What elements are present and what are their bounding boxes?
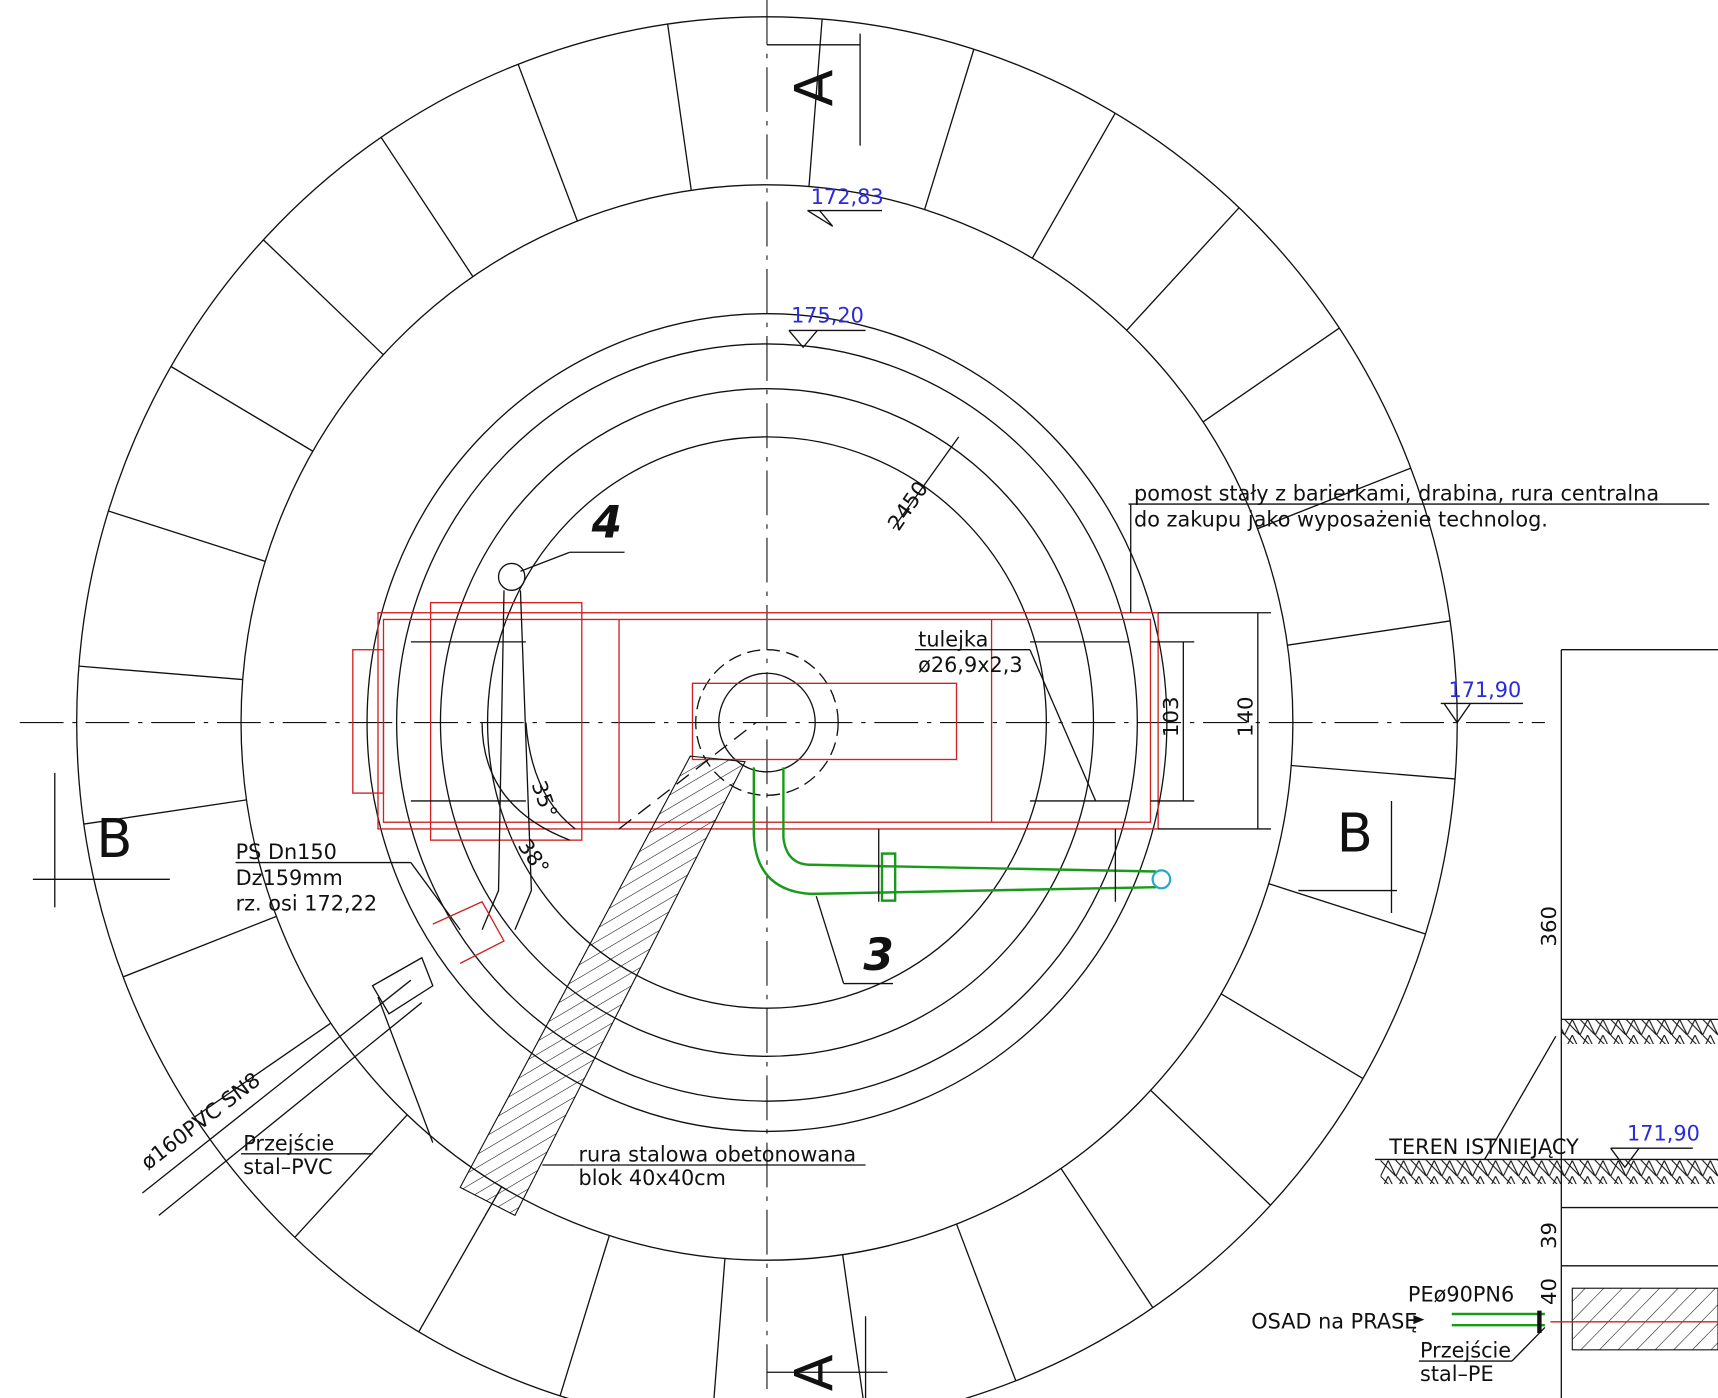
- elevation: 172,83: [811, 184, 884, 209]
- section-mark: B: [96, 807, 132, 870]
- ring-division: [123, 916, 276, 977]
- item-number: 4: [591, 497, 622, 549]
- ring-division: [1127, 208, 1239, 331]
- ring-division: [518, 64, 577, 221]
- ring-division: [957, 1224, 1016, 1381]
- ring-division: [1203, 328, 1339, 422]
- ring-division: [560, 1235, 609, 1395]
- ring-division: [108, 511, 265, 561]
- note: TEREN ISTNIEJĄCY: [1388, 1134, 1579, 1159]
- ring-division: [843, 1255, 867, 1398]
- note: Przejście: [1420, 1337, 1511, 1362]
- ring-division: [1287, 621, 1450, 645]
- note: rz. osi 172,22: [236, 890, 378, 915]
- note: PS Dn150: [236, 839, 337, 864]
- ring-division: [263, 240, 383, 355]
- ring-division: [712, 1258, 725, 1398]
- ring-division: [419, 1187, 502, 1332]
- note: Przejście: [243, 1130, 334, 1155]
- elevation: 175,20: [791, 302, 864, 327]
- ring-division: [171, 366, 313, 451]
- elevation-markers: [789, 211, 1693, 1168]
- page: 172,83 175,20 171,90 171,90 4 3 A A B B …: [0, 0, 1718, 1398]
- note: Dz159mm: [236, 865, 343, 890]
- note: pomost stały z barierkami, drabina, rura…: [1134, 481, 1659, 506]
- ring-division: [1061, 1168, 1153, 1307]
- note: do zakupu jako wyposażenie technolog.: [1134, 506, 1548, 531]
- note: tulejka: [918, 626, 988, 651]
- section-mark: A: [784, 1355, 845, 1392]
- ring-division: [1269, 884, 1426, 934]
- ring-division: [79, 666, 243, 679]
- elevation: 171,90: [1627, 1120, 1700, 1145]
- note: OSAD na PRASĘ: [1251, 1308, 1417, 1333]
- dimension: 40: [1536, 1278, 1561, 1305]
- drawing: 172,83 175,20 171,90 171,90 4 3 A A B B …: [0, 0, 1718, 1398]
- ring-division: [1221, 994, 1363, 1079]
- note: ø26,9x2,3: [918, 652, 1022, 677]
- note: rura stalowa obetonowana: [579, 1141, 857, 1166]
- note: blok 40x40cm: [579, 1165, 726, 1190]
- section-lines: [33, 34, 1397, 1398]
- section-mark: A: [784, 70, 845, 107]
- ring-division: [925, 49, 974, 209]
- item-number: 3: [863, 930, 893, 982]
- dimension: 2450: [882, 476, 933, 535]
- dimension: 140: [1233, 696, 1258, 737]
- sludge-pipe: [754, 767, 1170, 901]
- elevation: 171,90: [1448, 677, 1521, 702]
- dimension: 360: [1536, 906, 1561, 947]
- note: stal–PE: [1420, 1361, 1494, 1386]
- note: stal–PVC: [243, 1154, 332, 1179]
- dimension: 38°: [513, 834, 554, 879]
- ring-division: [381, 137, 473, 276]
- bridge-frame: [353, 563, 1158, 929]
- ring-division: [1151, 1090, 1271, 1205]
- ring-division: [1032, 113, 1115, 258]
- note: PEø90PN6: [1408, 1281, 1514, 1306]
- dimension: 103: [1158, 696, 1183, 737]
- dimension: 39: [1536, 1222, 1561, 1249]
- section-mark: B: [1337, 802, 1373, 865]
- ring-division: [668, 24, 692, 190]
- ring-division: [1291, 765, 1455, 778]
- dimension: 35°: [527, 777, 563, 821]
